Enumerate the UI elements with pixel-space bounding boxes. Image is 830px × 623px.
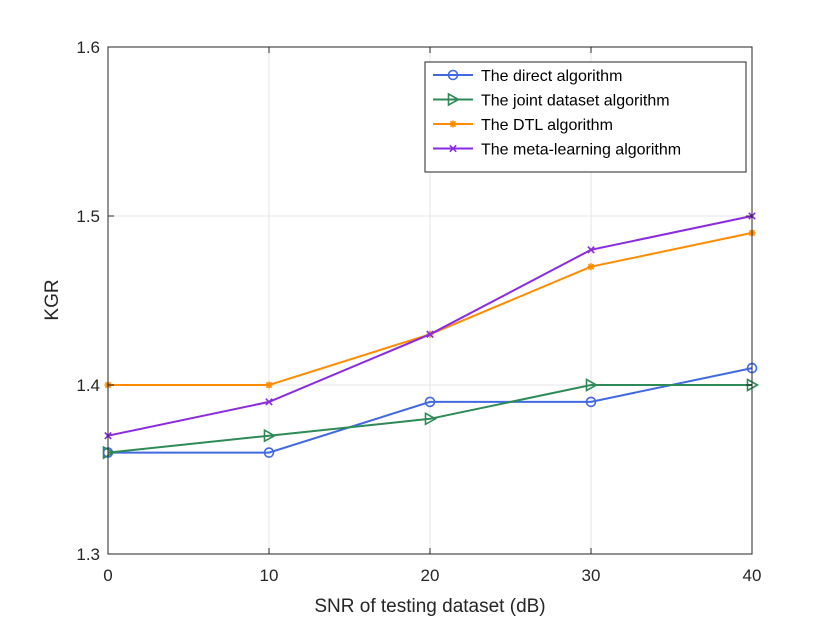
data-point <box>426 330 434 339</box>
legend-marker <box>447 69 459 81</box>
y-tick-label: 1.3 <box>76 545 100 564</box>
data-point <box>424 396 436 408</box>
legend-item: The meta-learning algorithm <box>433 142 681 159</box>
legend-item: The joint dataset algorithm <box>433 93 670 110</box>
legend-item: The direct algorithm <box>433 68 622 85</box>
legend-marker <box>449 120 457 128</box>
series-line <box>107 384 752 454</box>
legend-label: The meta-learning algorithm <box>481 142 681 159</box>
y-tick-label: 1.4 <box>76 376 100 395</box>
legend-label: The joint dataset algorithm <box>481 93 670 110</box>
data-point <box>263 428 277 443</box>
x-tick-label: 20 <box>421 566 440 585</box>
y-tick-label: 1.6 <box>76 38 100 57</box>
y-axis-label: KGR <box>42 279 63 320</box>
series-line <box>108 367 753 454</box>
data-point <box>587 246 595 254</box>
x-axis-label: SNR of testing dataset (dB) <box>314 596 545 617</box>
ticks: 0 10 20 30 40 1.3 1.4 1.5 1.6 <box>76 38 761 585</box>
series-layer <box>102 212 760 460</box>
y-tick-label: 1.5 <box>76 207 100 226</box>
legend-marker <box>447 92 461 107</box>
data-point <box>585 396 597 408</box>
data-point <box>265 381 273 389</box>
x-tick-label: 30 <box>582 566 601 585</box>
x-tick-label: 0 <box>103 566 112 585</box>
data-point <box>265 398 273 406</box>
legend-box <box>424 61 747 173</box>
x-tick-label: 40 <box>743 566 762 585</box>
data-point <box>587 263 595 271</box>
data-point <box>585 378 599 392</box>
legend: The direct algorithm The joint dataset al… <box>424 61 747 173</box>
data-point <box>424 411 438 426</box>
legend-item: The DTL algorithm <box>433 117 613 134</box>
legend-label: The direct algorithm <box>481 68 622 85</box>
data-point <box>263 447 275 458</box>
x-tick-label: 10 <box>260 566 279 585</box>
legend-label: The DTL algorithm <box>481 117 613 134</box>
legend-marker <box>449 144 457 153</box>
